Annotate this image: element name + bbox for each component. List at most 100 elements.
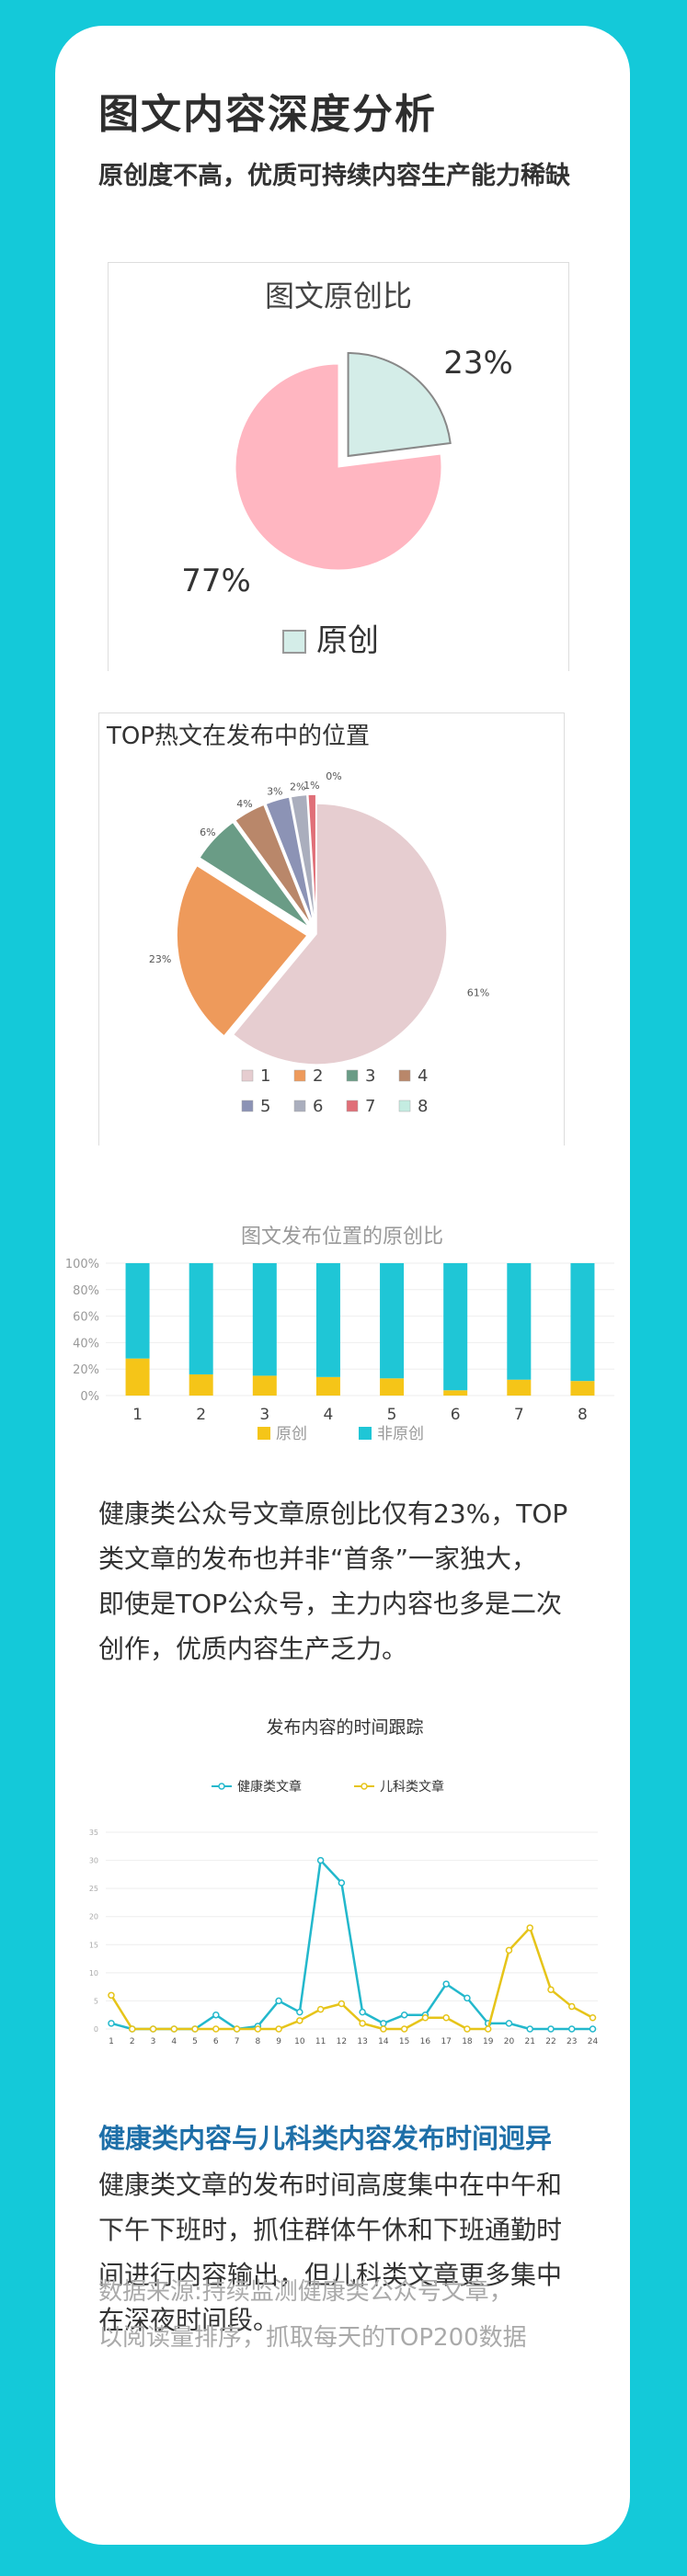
- legend-swatch: [258, 1427, 270, 1440]
- data-point: [129, 2025, 136, 2033]
- data-label: 23%: [149, 953, 171, 965]
- data-point: [338, 1879, 346, 1886]
- bar-segment: [315, 1376, 340, 1396]
- legend-label: 儿科类文章: [380, 1779, 444, 1795]
- x-tick-label: 1: [109, 2037, 114, 2046]
- x-tick-label: 20: [504, 2037, 515, 2046]
- data-label: 3%: [267, 785, 282, 797]
- data-point: [442, 2014, 450, 2022]
- data-point: [170, 2025, 178, 2033]
- chart-title: 图文发布位置的原创比: [241, 1225, 443, 1248]
- data-point: [505, 1946, 513, 1955]
- legend-marker: [218, 1783, 225, 1790]
- x-tick-label: 2: [130, 2037, 135, 2046]
- y-tick-label: 100%: [65, 1258, 99, 1271]
- paragraph-line: 在深夜时间段。: [98, 2305, 280, 2335]
- pie-slice: [198, 821, 311, 929]
- legend-swatch: [359, 1427, 372, 1440]
- x-tick-label: 10: [294, 2037, 305, 2046]
- legend-swatch: [293, 1069, 306, 1082]
- legend-label: 1: [260, 1066, 270, 1086]
- pie-slice: [264, 796, 315, 926]
- page-title: 图文内容深度分析: [98, 91, 437, 138]
- data-point: [400, 2011, 408, 2019]
- bar-segment: [315, 1263, 340, 1377]
- bar-segment: [570, 1381, 595, 1396]
- chart-position-original: 图文发布位置的原创比 0% 20% 40% 60% 80% 100% 1 2 3 4 5 6 7 8 原创…: [64, 1215, 621, 1445]
- chart-title: 发布内容的时间跟踪: [266, 1717, 423, 1738]
- legend-swatch: [241, 1069, 254, 1082]
- y-tick-label: 0: [94, 2025, 98, 2034]
- bar-segment: [443, 1263, 468, 1391]
- y-tick-label: 80%: [73, 1284, 99, 1298]
- paragraph-line: 即使是TOP公众号，主力内容也多是二次: [98, 1589, 563, 1619]
- legend-label: 3: [365, 1066, 375, 1086]
- bar-segment: [380, 1263, 405, 1379]
- chart-time-tracking: 发布内容的时间跟踪 健康类文章 儿科类文章 0 5 10 15 20 25 30 35 1 2 3 4 5…: [69, 1705, 621, 2055]
- data-point: [212, 2025, 220, 2033]
- legend-marker: [361, 1783, 368, 1790]
- x-tick-label: 15: [399, 2037, 409, 2046]
- legend-swatch: [241, 1100, 254, 1112]
- data-source-note: 数据来源:持续监测健康类公众号文章， 以阅读量排序，抓取每天的TOP200数据: [98, 2269, 613, 2361]
- x-tick-label: 6: [451, 1406, 461, 1424]
- data-point: [442, 1980, 450, 1988]
- paragraph-line: 间进行内容输出，但儿科类文章更多集中: [98, 2260, 563, 2290]
- x-tick-label: 9: [276, 2037, 281, 2046]
- x-tick-label: 21: [524, 2037, 534, 2046]
- data-point: [296, 2008, 303, 2016]
- data-point: [567, 2025, 576, 2033]
- chart-original-ratio: 图文原创比 23% 77% 原创: [108, 262, 569, 671]
- x-tick-label: 17: [441, 2037, 451, 2046]
- x-tick-label: 14: [378, 2037, 389, 2046]
- data-point: [108, 1991, 115, 2000]
- legend-swatch: [346, 1100, 359, 1112]
- x-tick-label: 4: [324, 1406, 334, 1424]
- legend-label: 8: [418, 1097, 428, 1116]
- pie-slice: [176, 864, 309, 1038]
- pie-slice: [235, 363, 442, 571]
- legend-label: 4: [418, 1066, 428, 1086]
- legend-label: 7: [365, 1097, 375, 1116]
- x-tick-label: 24: [588, 2037, 599, 2046]
- x-tick-label: 8: [255, 2037, 260, 2046]
- chart-title: TOP热文在发布中的位置: [106, 723, 370, 750]
- data-point: [233, 2025, 241, 2033]
- paragraph-time-analysis: 健康类文章的发布时间高度集中在中午和 下午下班时，抓住群体午休和下班通勤时 间进…: [98, 2162, 595, 2342]
- data-point: [464, 2025, 471, 2033]
- data-point: [589, 2014, 597, 2022]
- chart-position-original-svg: 图文发布位置的原创比 0% 20% 40% 60% 80% 100% 1 2 3 4 5 6 7 8 原创…: [65, 1225, 614, 1443]
- data-point: [380, 2020, 387, 2027]
- series-line: [109, 1926, 594, 2031]
- y-tick-label: 20: [89, 1913, 98, 1921]
- y-tick-label: 20%: [73, 1363, 99, 1377]
- section-subheading: 健康类内容与儿科类内容发布时间迥异: [98, 2123, 553, 2154]
- pie-slice: [234, 804, 313, 927]
- data-point: [589, 2025, 597, 2033]
- data-point: [421, 2014, 429, 2022]
- x-tick-label: 3: [259, 1406, 269, 1424]
- paragraph-line: 下午下班时，抓住群体午休和下班通勤时: [98, 2215, 563, 2245]
- data-point: [505, 2020, 513, 2027]
- legend-label: 2: [313, 1066, 323, 1086]
- y-tick-label: 0%: [80, 1390, 99, 1404]
- legend-swatch-original: [282, 630, 306, 654]
- data-point: [526, 1924, 533, 1932]
- data-point: [359, 2020, 366, 2027]
- bar-segment: [570, 1263, 595, 1382]
- data-point: [212, 2011, 220, 2019]
- data-point: [338, 2000, 346, 2008]
- data-point: [547, 2025, 555, 2033]
- bar-segment: [252, 1263, 277, 1376]
- y-tick-label: 30: [89, 1857, 98, 1865]
- data-point: [316, 2005, 325, 2013]
- bar-segment: [189, 1373, 213, 1396]
- y-tick-label: 10: [89, 1969, 98, 1978]
- data-point: [359, 2008, 366, 2016]
- data-point: [316, 1856, 325, 1864]
- x-tick-label: 13: [357, 2037, 367, 2046]
- x-tick-label: 7: [235, 2037, 240, 2046]
- legend-label: 原创: [276, 1425, 307, 1443]
- pie-slice: [306, 793, 317, 926]
- data-point: [275, 1997, 282, 2005]
